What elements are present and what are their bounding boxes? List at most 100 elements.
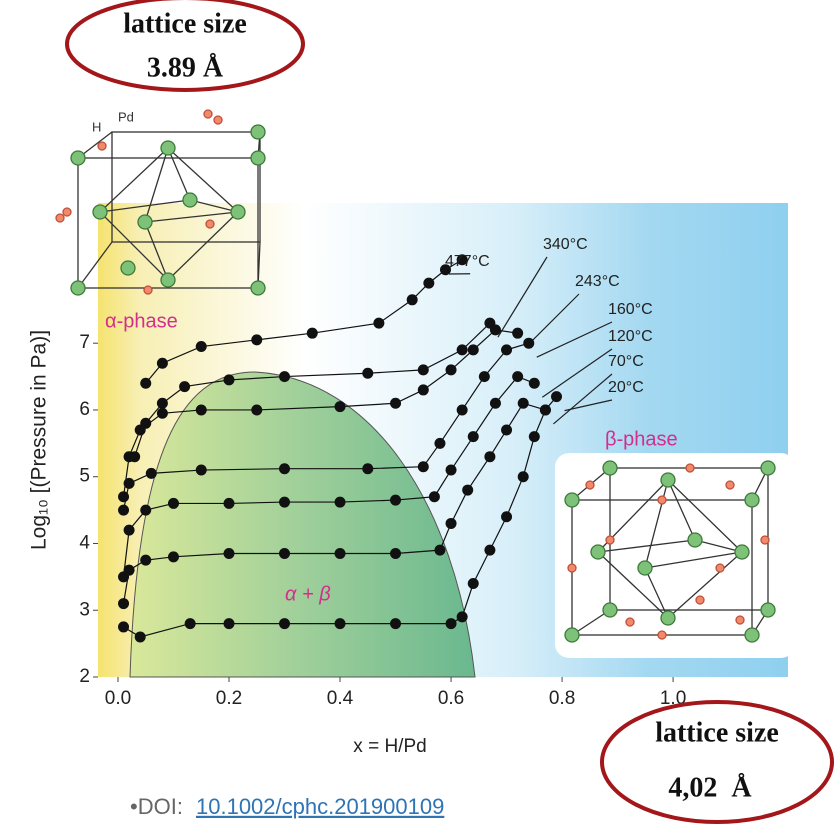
data-point bbox=[518, 471, 529, 482]
data-point bbox=[124, 478, 135, 489]
data-point bbox=[140, 378, 151, 389]
data-point bbox=[418, 384, 429, 395]
inset-label: Pd bbox=[118, 109, 134, 124]
data-point bbox=[390, 398, 401, 409]
data-point bbox=[196, 465, 207, 476]
y-tick-label: 5 bbox=[79, 466, 90, 487]
y-tick-label: 7 bbox=[79, 332, 90, 353]
data-point bbox=[468, 578, 479, 589]
data-point bbox=[135, 631, 146, 642]
data-point bbox=[407, 294, 418, 305]
figure: 0.00.20.40.60.81.0234567477°C340°C243°C1… bbox=[0, 0, 835, 831]
doi-link[interactable]: 10.1002/cphc.201900109 bbox=[196, 794, 444, 819]
data-point bbox=[540, 404, 551, 415]
x-tick-label: 0.0 bbox=[105, 688, 131, 709]
data-point bbox=[529, 431, 540, 442]
series-label: 477°C bbox=[445, 253, 490, 270]
annotation: α-phase bbox=[105, 310, 178, 332]
data-point bbox=[157, 408, 168, 419]
data-point bbox=[479, 371, 490, 382]
data-point bbox=[140, 505, 151, 516]
data-point bbox=[529, 378, 540, 389]
annotation: β-phase bbox=[605, 428, 678, 450]
data-point bbox=[512, 328, 523, 339]
series-label: 120°C bbox=[608, 328, 653, 345]
data-point bbox=[423, 278, 434, 289]
data-point bbox=[335, 497, 346, 508]
data-point bbox=[146, 468, 157, 479]
data-point bbox=[335, 548, 346, 559]
data-point bbox=[390, 495, 401, 506]
data-point bbox=[279, 548, 290, 559]
data-point bbox=[168, 551, 179, 562]
data-point bbox=[224, 548, 235, 559]
data-point bbox=[462, 485, 473, 496]
y-tick-label: 3 bbox=[79, 599, 90, 620]
callout-title: lattice size bbox=[655, 717, 779, 748]
data-point bbox=[501, 344, 512, 355]
data-point bbox=[362, 368, 373, 379]
data-point bbox=[279, 618, 290, 629]
annotation: α + β bbox=[285, 583, 331, 605]
data-point bbox=[446, 465, 457, 476]
data-point bbox=[335, 618, 346, 629]
data-point bbox=[179, 381, 190, 392]
data-point bbox=[512, 371, 523, 382]
data-point bbox=[468, 431, 479, 442]
data-point bbox=[135, 424, 146, 435]
x-tick-label: 0.6 bbox=[438, 688, 464, 709]
data-point bbox=[124, 525, 135, 536]
y-axis-label: Log₁₀ [(Pressure in Pa)] bbox=[28, 330, 51, 550]
series-label: 70°C bbox=[608, 353, 644, 370]
series-label: 160°C bbox=[608, 301, 653, 318]
data-point bbox=[279, 371, 290, 382]
data-point bbox=[446, 518, 457, 529]
data-point bbox=[501, 424, 512, 435]
data-point bbox=[434, 438, 445, 449]
data-point bbox=[418, 364, 429, 375]
data-point bbox=[251, 334, 262, 345]
data-point bbox=[224, 618, 235, 629]
data-point bbox=[518, 398, 529, 409]
data-point bbox=[251, 404, 262, 415]
data-point bbox=[390, 618, 401, 629]
data-point bbox=[457, 611, 468, 622]
callout-value: 4,02 Å bbox=[668, 772, 752, 803]
data-point bbox=[140, 555, 151, 566]
data-point bbox=[490, 324, 501, 335]
data-point bbox=[335, 401, 346, 412]
doi-prefix: •DOI: bbox=[130, 794, 183, 819]
data-point bbox=[373, 318, 384, 329]
data-point bbox=[307, 328, 318, 339]
data-point bbox=[224, 498, 235, 509]
callout-title: lattice size bbox=[123, 8, 247, 39]
data-point bbox=[118, 621, 129, 632]
y-tick-label: 2 bbox=[79, 666, 90, 687]
data-point bbox=[196, 341, 207, 352]
data-point bbox=[457, 404, 468, 415]
data-point bbox=[551, 391, 562, 402]
data-point bbox=[196, 404, 207, 415]
series-label: 243°C bbox=[575, 273, 620, 290]
data-point bbox=[446, 364, 457, 375]
data-point bbox=[484, 451, 495, 462]
x-tick-label: 0.4 bbox=[327, 688, 354, 709]
data-point bbox=[457, 344, 468, 355]
data-point bbox=[490, 398, 501, 409]
data-point bbox=[279, 463, 290, 474]
data-point bbox=[468, 344, 479, 355]
data-point bbox=[362, 463, 373, 474]
data-point bbox=[224, 374, 235, 385]
data-point bbox=[279, 497, 290, 508]
inset-label: H bbox=[92, 119, 101, 134]
data-point bbox=[390, 548, 401, 559]
data-point bbox=[157, 398, 168, 409]
data-point bbox=[523, 338, 534, 349]
data-point bbox=[124, 451, 135, 462]
data-point bbox=[418, 461, 429, 472]
data-point bbox=[501, 511, 512, 522]
y-tick-label: 4 bbox=[79, 532, 90, 553]
data-point bbox=[446, 618, 457, 629]
x-tick-label: 0.8 bbox=[549, 688, 575, 709]
data-point bbox=[185, 618, 196, 629]
